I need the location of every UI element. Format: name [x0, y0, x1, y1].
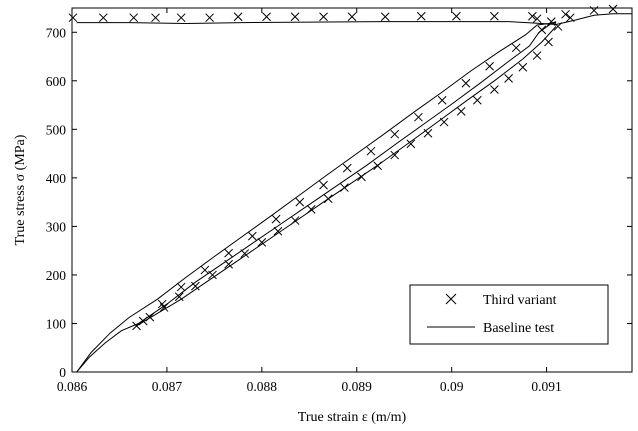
- third-variant-series: [68, 4, 618, 331]
- third-variant-marker: [546, 17, 556, 26]
- plot-frame: [71, 7, 633, 373]
- third-variant-marker: [373, 161, 382, 171]
- third-variant-marker: [323, 194, 333, 204]
- third-variant-marker: [273, 226, 283, 236]
- legend-label-third-variant: Third variant: [483, 293, 557, 308]
- x-tick-label: 0.087: [152, 379, 183, 394]
- third-variant-marker: [485, 61, 494, 71]
- third-variant-marker: [224, 259, 233, 269]
- y-axis-ticks: 0 100 200 300 400 500 600 700: [46, 25, 632, 380]
- plot-area: [68, 4, 632, 373]
- third-variant-marker: [561, 9, 570, 19]
- legend-box: [409, 284, 609, 345]
- third-variant-marker: [553, 22, 563, 31]
- third-variant-marker: [461, 78, 471, 88]
- third-variant-marker: [290, 12, 300, 22]
- third-variant-marker: [176, 282, 186, 292]
- third-variant-marker: [490, 11, 499, 21]
- y-tick-label: 100: [46, 316, 67, 331]
- x-tick-label: 0.089: [342, 379, 373, 394]
- third-variant-marker: [518, 62, 528, 72]
- third-variant-marker: [271, 214, 281, 224]
- y-tick-label: 0: [59, 365, 66, 380]
- third-variant-marker: [511, 43, 521, 53]
- third-variant-marker: [414, 112, 423, 122]
- y-tick-label: 400: [46, 171, 67, 186]
- third-variant-marker: [439, 117, 449, 127]
- baseline-test-line: [76, 21, 557, 373]
- third-variant-marker: [129, 13, 139, 23]
- third-variant-marker: [537, 25, 547, 35]
- third-variant-marker: [205, 13, 214, 23]
- third-variant-marker: [151, 13, 160, 23]
- third-variant-marker: [68, 13, 78, 23]
- y-tick-label: 600: [46, 74, 67, 89]
- third-variant-marker: [565, 13, 575, 23]
- third-variant-marker: [200, 265, 210, 275]
- y-axis-label: True stress σ (MPa): [13, 134, 28, 245]
- third-variant-marker: [437, 95, 447, 105]
- third-variant-marker: [191, 281, 200, 291]
- baseline-test-line: [76, 22, 557, 373]
- third-variant-marker: [532, 51, 542, 60]
- third-variant-marker: [532, 14, 542, 24]
- y-tick-label: 700: [46, 25, 67, 40]
- legend-cross-marker: [445, 293, 457, 305]
- third-variant-marker: [340, 183, 349, 192]
- third-variant-marker: [390, 129, 400, 139]
- third-variant-marker: [472, 95, 482, 105]
- third-variant-marker: [456, 107, 466, 116]
- legend-marker-third-variant: [445, 293, 457, 305]
- third-variant-marker: [319, 12, 328, 22]
- third-variant-marker: [132, 321, 141, 331]
- third-variant-marker: [490, 85, 499, 94]
- x-axis-label: True strain ε (m/m): [298, 410, 407, 425]
- y-tick-label: 200: [46, 268, 67, 283]
- third-variant-marker: [527, 11, 537, 21]
- third-variant-marker: [233, 12, 243, 22]
- x-axis-ticks: 0.086 0.087 0.088 0.089 0.09 0.091: [57, 8, 562, 394]
- third-variant-marker: [544, 37, 553, 47]
- third-variant-marker: [295, 197, 305, 207]
- third-variant-marker: [240, 249, 250, 258]
- third-variant-marker: [452, 11, 461, 21]
- third-variant-marker: [174, 292, 184, 302]
- x-tick-label: 0.091: [531, 379, 561, 394]
- third-variant-marker: [208, 270, 217, 280]
- y-tick-label: 300: [46, 219, 67, 234]
- third-variant-marker: [319, 180, 328, 190]
- third-variant-marker: [224, 248, 233, 258]
- third-variant-marker: [247, 231, 257, 241]
- third-variant-marker: [347, 12, 357, 22]
- baseline-series: [76, 13, 632, 373]
- y-tick-label: 500: [46, 122, 67, 137]
- third-variant-marker: [157, 299, 167, 309]
- third-variant-marker: [366, 146, 376, 156]
- third-variant-marker: [262, 12, 271, 22]
- third-variant-marker: [98, 13, 108, 23]
- third-variant-marker: [257, 238, 267, 247]
- x-tick-label: 0.09: [440, 379, 464, 394]
- x-tick-label: 0.088: [247, 379, 278, 394]
- baseline-test-line: [136, 26, 557, 327]
- x-tick-label: 0.086: [57, 379, 88, 394]
- third-variant-marker: [306, 205, 316, 214]
- third-variant-marker: [416, 11, 426, 21]
- third-variant-marker: [423, 128, 433, 138]
- third-variant-marker: [608, 4, 618, 14]
- third-variant-marker: [357, 172, 366, 182]
- third-variant-marker: [406, 139, 416, 149]
- third-variant-marker: [380, 12, 390, 22]
- third-variant-marker: [176, 13, 186, 23]
- third-variant-marker: [390, 150, 400, 160]
- third-variant-marker: [504, 74, 513, 83]
- third-variant-marker: [290, 216, 300, 225]
- legend-label-baseline-test: Baseline test: [483, 321, 554, 336]
- third-variant-marker: [342, 163, 352, 173]
- baseline-test-line: [76, 13, 632, 26]
- third-variant-marker: [138, 316, 148, 326]
- legend: Third variant Baseline test: [409, 284, 609, 345]
- third-variant-marker: [145, 312, 155, 322]
